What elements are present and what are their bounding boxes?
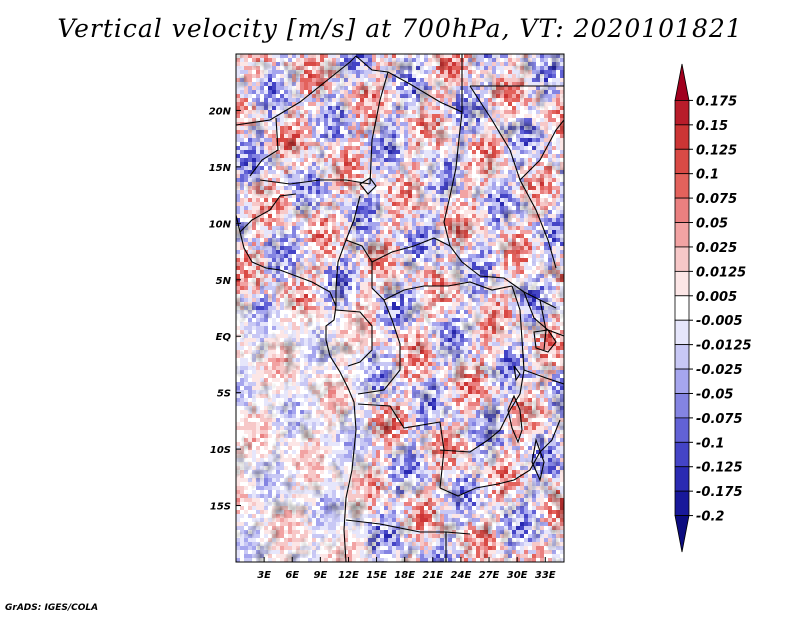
colorbar-label: -0.0125	[696, 339, 752, 354]
colorbar: 0.175 0.15 0.125 0.1 0.075 0.05 0.025 0.0125 0.0…	[674, 63, 752, 553]
lat-tick-label: 5S	[217, 389, 231, 400]
latitude-axis: 20N 15N 10N 5N EQ 5S 10S 15S	[209, 106, 241, 513]
border-gabon-congo	[335, 309, 373, 367]
lat-tick-label: 15S	[210, 502, 231, 513]
lon-tick-label: 18E	[394, 570, 415, 581]
lat-tick-label: 10S	[210, 445, 231, 456]
border-algeria-niger	[355, 55, 463, 113]
colorbar-segment	[674, 100, 690, 126]
software-credit: GrADS: IGES/COLA	[5, 603, 99, 613]
colorbar-segment	[674, 270, 690, 297]
colorbar-segment	[674, 368, 690, 394]
lat-tick-label: 10N	[209, 219, 232, 230]
border-angola-namibia	[345, 519, 471, 535]
colorbar-segment	[674, 173, 690, 199]
colorbar-label: 0.0125	[696, 265, 746, 280]
lake-victoria	[533, 329, 557, 353]
colorbar-segment	[674, 441, 690, 468]
border-zambia-south	[439, 479, 515, 497]
coastline-central-africa	[325, 305, 357, 562]
colorbar-label: 0.025	[696, 241, 737, 256]
colorbar-label: -0.005	[696, 314, 743, 329]
colorbar-segment	[674, 490, 690, 516]
lon-tick-label: 6E	[285, 570, 299, 581]
border-car-chad	[371, 237, 451, 263]
border-libya-egypt	[455, 54, 463, 169]
border-mali-algeria	[236, 55, 357, 126]
lon-tick-label: 15E	[366, 570, 387, 581]
lon-tick-label: 30E	[507, 570, 528, 581]
border-west-interior	[239, 193, 297, 233]
lon-tick-label: 33E	[535, 570, 556, 581]
border-drc-east	[511, 285, 525, 395]
border-ethiopia	[519, 119, 564, 181]
border-niger-nigeria	[259, 179, 371, 185]
lon-tick-label: 3E	[257, 570, 271, 581]
lon-tick-label: 12E	[338, 570, 359, 581]
colorbar-label: 0.1	[696, 168, 719, 183]
colorbar-segment	[674, 63, 690, 101]
border-drc-angola	[357, 403, 445, 489]
colorbar-segment	[674, 246, 690, 272]
colorbar-segment	[674, 222, 690, 248]
lat-tick-label: 5N	[216, 276, 232, 287]
lake-tanganyika	[507, 394, 523, 444]
border-chad-niger	[369, 71, 389, 185]
lat-tick-label: 15N	[209, 163, 232, 174]
border-east-africa	[523, 291, 564, 337]
colorbar-segment	[674, 344, 690, 370]
colorbar-segment	[674, 393, 690, 419]
border-congo-drc	[357, 299, 401, 395]
colorbar-label: 0.005	[696, 290, 737, 305]
colorbar-label: -0.075	[696, 412, 743, 427]
colorbar-label: -0.025	[696, 363, 743, 378]
colorbar-label: 0.075	[696, 192, 737, 207]
border-car-drc	[383, 281, 513, 301]
border-drc-zambia	[439, 393, 521, 453]
colorbar-segment	[674, 124, 690, 150]
lat-tick-label: 20N	[209, 106, 232, 117]
colorbar-segment	[674, 197, 690, 223]
lon-tick-label: 24E	[451, 570, 472, 581]
longitude-axis: 3E 6E 9E 12E 15E 18E 21E 24E 27E 30E 33E	[257, 557, 556, 581]
colorbar-label: 0.175	[696, 94, 737, 109]
colorbar-segment	[674, 515, 690, 553]
map-frame	[235, 53, 565, 563]
colorbar-label: 0.15	[696, 119, 728, 134]
colorbar-segment	[674, 417, 690, 443]
country-borders	[236, 54, 564, 562]
lake-chad	[359, 177, 377, 195]
colorbar-label: -0.175	[696, 485, 743, 500]
colorbar-label: -0.125	[696, 461, 743, 476]
lake-malawi	[531, 437, 545, 482]
coastline-west-africa	[236, 214, 337, 307]
colorbar-label: -0.1	[696, 436, 724, 451]
border-sudan-east	[469, 85, 557, 269]
colorbar-segment	[674, 148, 690, 175]
map-title: Vertical velocity [m/s] at 700hPa, VT: 2…	[57, 14, 743, 43]
border-chad-sudan	[443, 167, 463, 263]
lon-tick-label: 27E	[479, 570, 500, 581]
lon-tick-label: 9E	[313, 570, 327, 581]
border-south-sudan	[461, 261, 557, 309]
colorbar-segment	[674, 466, 690, 492]
colorbar-label: -0.2	[696, 510, 724, 525]
colorbar-label: 0.125	[696, 143, 737, 158]
colorbar-label: -0.05	[696, 387, 733, 402]
lon-tick-label: 21E	[422, 570, 443, 581]
border-mali-niger	[249, 117, 279, 177]
lake-kivu	[513, 365, 521, 382]
colorbar-segment	[674, 319, 690, 346]
border-nigeria-cameroon	[335, 195, 361, 306]
colorbar-segment	[674, 295, 690, 321]
colorbar-label: 0.05	[696, 217, 728, 232]
lat-tick-label: EQ	[216, 332, 232, 343]
border-tanzania	[523, 369, 564, 385]
